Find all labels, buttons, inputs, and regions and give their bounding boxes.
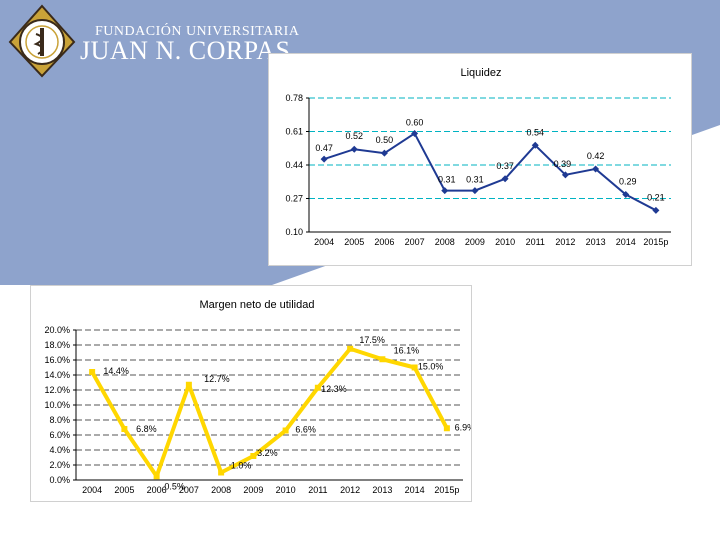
c2-data-label: 6.9%	[455, 422, 472, 432]
c2-x-tick-label: 2008	[211, 485, 231, 495]
c1-data-label: 0.50	[376, 135, 394, 145]
c2-data-label: 16.1%	[394, 345, 420, 355]
c2-data-point	[121, 426, 128, 432]
c1-y-tick-label: 0.44	[285, 160, 303, 170]
c2-x-tick-label: 2012	[340, 485, 360, 495]
c1-data-label: 0.31	[466, 175, 484, 185]
c2-data-label: 14.4%	[103, 366, 129, 376]
c2-y-tick-label: 0.0%	[49, 475, 70, 485]
c2-x-tick-label: 2005	[114, 485, 134, 495]
c2-data-point	[347, 345, 354, 352]
c2-y-tick-label: 20.0%	[44, 325, 70, 335]
c1-x-tick-label: 2010	[495, 237, 515, 247]
c1-x-tick-label: 2015p	[643, 237, 668, 247]
c1-data-label: 0.42	[587, 151, 605, 161]
c2-x-tick-label: 2007	[179, 485, 199, 495]
c1-data-label: 0.31	[438, 175, 456, 185]
chart2-title: Margen neto de utilidad	[200, 299, 315, 311]
c1-x-tick-label: 2004	[314, 237, 334, 247]
liquidez-chart: Liquidez 0.10 0.27 0.44 0.61 0.78 2004 2005 20…	[268, 53, 692, 266]
c1-y-tick-label: 0.61	[285, 127, 303, 137]
institution-name-line1: FUNDACIÓN UNIVERSITARIA	[95, 24, 300, 39]
chart2-series-line	[90, 346, 449, 479]
c2-y-tick-label: 12.0%	[44, 385, 70, 395]
c2-data-point	[185, 381, 192, 388]
c1-x-tick-label: 2006	[374, 237, 394, 247]
c1-data-label: 0.47	[315, 143, 333, 153]
c2-data-point	[250, 453, 257, 459]
c2-x-tick-label: 2009	[243, 485, 263, 495]
institution-name-line2: JUAN N. CORPAS	[80, 36, 291, 65]
c1-y-tick-label: 0.27	[285, 194, 303, 204]
c1-data-point	[531, 141, 539, 149]
c2-y-tick-label: 2.0%	[49, 460, 70, 470]
chart1-gridlines	[309, 97, 671, 199]
c2-y-tick-label: 8.0%	[49, 415, 70, 425]
chart1-title: Liquidez	[461, 67, 502, 79]
c1-data-point	[592, 165, 600, 173]
c1-y-tick-label: 0.10	[285, 227, 303, 237]
c2-data-label: 0.5%	[164, 481, 185, 491]
c1-data-point	[320, 155, 328, 163]
university-logo	[8, 4, 76, 78]
c1-data-label: 0.54	[526, 127, 544, 137]
c2-data-point	[314, 384, 321, 391]
c2-x-tick-label: 2006	[147, 485, 167, 495]
c1-data-point	[380, 149, 388, 157]
c1-x-tick-label: 2008	[435, 237, 455, 247]
c2-y-tick-label: 6.0%	[49, 430, 70, 440]
c2-data-label: 17.5%	[359, 335, 385, 345]
c1-x-tick-label: 2012	[555, 237, 575, 247]
c2-y-tick-label: 14.0%	[44, 370, 70, 380]
c2-data-label: 12.3%	[321, 384, 347, 394]
chart1-series-line	[323, 132, 657, 212]
c2-data-label: 6.8%	[136, 424, 157, 434]
c2-data-point	[443, 425, 450, 432]
c2-data-label: 1.0%	[231, 461, 252, 471]
c1-data-label: 0.39	[554, 159, 572, 169]
c2-x-tick-label: 2015p	[434, 485, 459, 495]
c1-data-label: 0.29	[619, 177, 637, 187]
c2-x-tick-label: 2004	[82, 485, 102, 495]
c2-data-point	[218, 469, 225, 476]
c2-data-label: 15.0%	[418, 362, 444, 372]
c1-x-tick-label: 2005	[344, 237, 364, 247]
c2-data-label: 6.6%	[295, 425, 316, 435]
c2-data-point	[379, 356, 386, 363]
c2-data-point	[89, 369, 96, 375]
c1-x-tick-label: 2014	[616, 237, 636, 247]
c1-data-label: 0.52	[345, 131, 363, 141]
c1-data-point	[652, 206, 660, 214]
c2-y-tick-label: 4.0%	[49, 445, 70, 455]
c1-data-point	[622, 191, 630, 199]
c1-data-label: 0.60	[406, 117, 424, 127]
c1-x-tick-label: 2011	[526, 237, 545, 247]
c2-x-tick-label: 2013	[372, 485, 392, 495]
c1-data-label: 0.37	[496, 161, 514, 171]
c2-y-tick-label: 10.0%	[44, 400, 70, 410]
c2-data-label: 3.2%	[257, 448, 278, 458]
c1-data-point	[471, 187, 479, 195]
c2-x-tick-label: 2011	[308, 485, 327, 495]
c1-data-point	[501, 175, 509, 183]
c1-data-point	[350, 145, 358, 153]
c2-y-tick-label: 18.0%	[44, 340, 70, 350]
c1-data-point	[561, 171, 569, 179]
c1-x-tick-label: 2009	[465, 237, 485, 247]
c2-x-tick-label: 2010	[276, 485, 296, 495]
c1-data-point	[441, 187, 449, 195]
c1-data-point	[411, 129, 419, 137]
c2-data-label: 12.7%	[204, 374, 230, 384]
c1-data-label: 0.21	[647, 192, 665, 202]
c2-data-point	[282, 427, 289, 434]
c1-x-tick-label: 2013	[586, 237, 606, 247]
c2-x-tick-label: 2014	[405, 485, 425, 495]
c2-data-point	[153, 473, 160, 480]
c1-y-tick-label: 0.78	[285, 93, 303, 103]
c1-x-tick-label: 2007	[405, 237, 425, 247]
c2-data-point	[411, 364, 418, 371]
margen-neto-chart: Margen neto de utilidad 0.0% 2.0% 4.0% 6.0%…	[30, 285, 472, 502]
c2-y-tick-label: 16.0%	[44, 355, 70, 365]
